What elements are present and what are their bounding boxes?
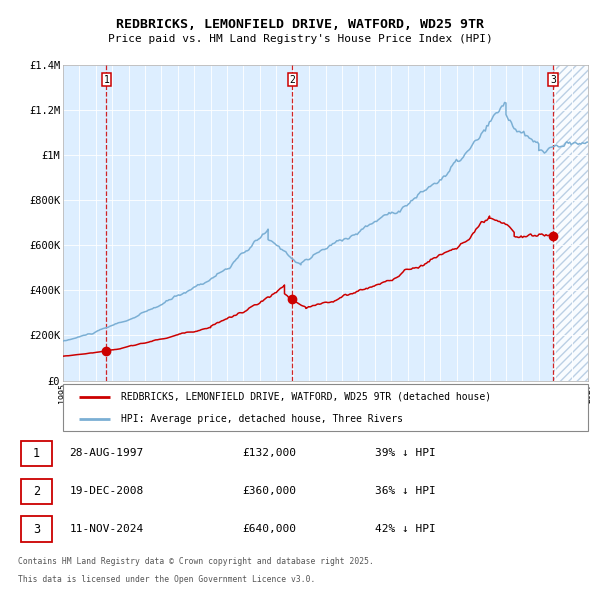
Text: Contains HM Land Registry data © Crown copyright and database right 2025.: Contains HM Land Registry data © Crown c… bbox=[18, 557, 374, 566]
Text: £132,000: £132,000 bbox=[242, 448, 296, 458]
Text: Price paid vs. HM Land Registry's House Price Index (HPI): Price paid vs. HM Land Registry's House … bbox=[107, 34, 493, 44]
Text: This data is licensed under the Open Government Licence v3.0.: This data is licensed under the Open Gov… bbox=[18, 575, 315, 584]
Text: 3: 3 bbox=[33, 523, 40, 536]
Text: 2: 2 bbox=[33, 484, 40, 498]
Text: 42% ↓ HPI: 42% ↓ HPI bbox=[375, 524, 436, 534]
Bar bbox=[553, 65, 588, 381]
FancyBboxPatch shape bbox=[20, 441, 52, 466]
Text: 3: 3 bbox=[550, 74, 556, 84]
Text: 1: 1 bbox=[104, 74, 109, 84]
Text: 19-DEC-2008: 19-DEC-2008 bbox=[70, 486, 144, 496]
Text: 1: 1 bbox=[33, 447, 40, 460]
Text: 36% ↓ HPI: 36% ↓ HPI bbox=[375, 486, 436, 496]
Text: £360,000: £360,000 bbox=[242, 486, 296, 496]
Text: £640,000: £640,000 bbox=[242, 524, 296, 534]
Text: REDBRICKS, LEMONFIELD DRIVE, WATFORD, WD25 9TR: REDBRICKS, LEMONFIELD DRIVE, WATFORD, WD… bbox=[116, 18, 484, 31]
FancyBboxPatch shape bbox=[20, 516, 52, 542]
Text: 28-AUG-1997: 28-AUG-1997 bbox=[70, 448, 144, 458]
Text: 2: 2 bbox=[289, 74, 295, 84]
Text: 11-NOV-2024: 11-NOV-2024 bbox=[70, 524, 144, 534]
Text: HPI: Average price, detached house, Three Rivers: HPI: Average price, detached house, Thre… bbox=[121, 414, 403, 424]
Text: 39% ↓ HPI: 39% ↓ HPI bbox=[375, 448, 436, 458]
FancyBboxPatch shape bbox=[63, 384, 588, 431]
FancyBboxPatch shape bbox=[20, 478, 52, 504]
Text: REDBRICKS, LEMONFIELD DRIVE, WATFORD, WD25 9TR (detached house): REDBRICKS, LEMONFIELD DRIVE, WATFORD, WD… bbox=[121, 392, 491, 402]
